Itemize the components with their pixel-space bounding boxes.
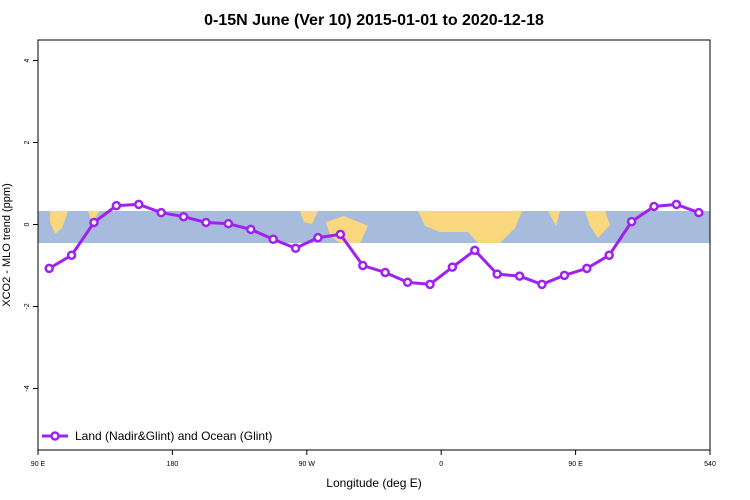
plot-frame bbox=[37, 39, 711, 451]
point bbox=[582, 263, 592, 274]
y-tick-label: -4 bbox=[24, 385, 31, 391]
point bbox=[425, 279, 435, 290]
point bbox=[313, 232, 323, 243]
point bbox=[447, 262, 458, 272]
land bbox=[50, 211, 68, 234]
point bbox=[492, 269, 502, 279]
land bbox=[585, 211, 610, 238]
point bbox=[178, 211, 189, 222]
point bbox=[201, 217, 211, 228]
x-tick-label: 0 bbox=[439, 461, 443, 468]
map-band bbox=[38, 211, 710, 243]
y-tick-label: 2 bbox=[24, 140, 31, 144]
point bbox=[380, 267, 390, 278]
ocean-band bbox=[38, 211, 710, 243]
point bbox=[649, 201, 659, 212]
point bbox=[223, 218, 234, 229]
point bbox=[559, 270, 570, 281]
point bbox=[694, 207, 704, 218]
point bbox=[626, 216, 637, 227]
y-tick-label: 4 bbox=[24, 58, 31, 62]
point bbox=[335, 229, 346, 240]
y-tick-label: -2 bbox=[24, 303, 31, 309]
point bbox=[514, 271, 525, 281]
point bbox=[66, 250, 77, 260]
y-axis-label: XCO2 - MLO trend (ppm) bbox=[1, 183, 13, 306]
y-tick-label: 0 bbox=[24, 222, 31, 226]
point bbox=[470, 245, 480, 256]
point bbox=[402, 277, 413, 288]
point bbox=[156, 207, 166, 218]
point bbox=[268, 234, 278, 245]
land bbox=[548, 211, 560, 226]
x-tick-label: 90 W bbox=[299, 461, 316, 468]
point bbox=[604, 250, 614, 260]
point bbox=[134, 199, 144, 210]
point bbox=[111, 200, 122, 211]
legend-marker bbox=[50, 431, 60, 441]
x-tick-label: 90 E bbox=[31, 461, 46, 468]
point bbox=[290, 243, 301, 254]
x-tick-label: 540 bbox=[704, 461, 716, 468]
point bbox=[44, 263, 54, 274]
x-tick-label: 90 E bbox=[568, 461, 583, 468]
point bbox=[671, 199, 682, 210]
x-tick-label: 180 bbox=[167, 461, 179, 468]
legend-label: Land (Nadir&Glint) and Ocean (Glint) bbox=[75, 429, 272, 443]
x-axis-label: Longitude (deg E) bbox=[326, 476, 421, 490]
land bbox=[300, 211, 318, 224]
land bbox=[418, 211, 522, 243]
chart-title: 0-15N June (Ver 10) 2015-01-01 to 2020-1… bbox=[204, 12, 544, 29]
point bbox=[89, 217, 99, 228]
point bbox=[358, 260, 368, 271]
point bbox=[246, 224, 256, 235]
point bbox=[537, 279, 547, 290]
